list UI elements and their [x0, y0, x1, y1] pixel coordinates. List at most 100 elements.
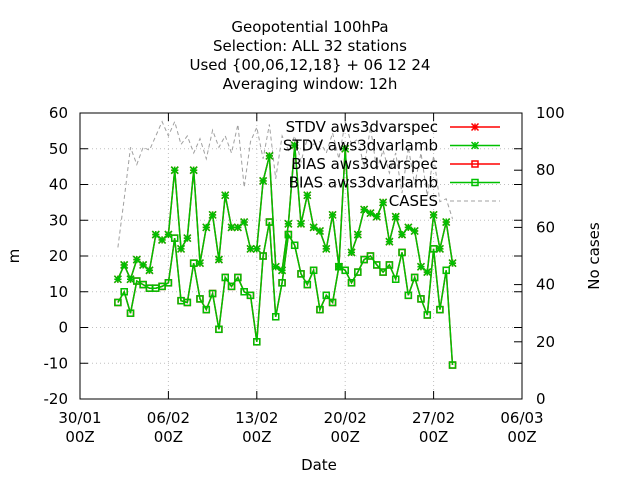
marker-stroke — [120, 260, 129, 269]
marker-stroke — [284, 219, 293, 228]
marker-stroke — [322, 244, 331, 253]
point-stdv-varlamb — [303, 191, 312, 200]
point-stdv-varlamb — [391, 212, 400, 221]
point-bias-varlamb — [189, 259, 198, 267]
marker-stroke — [315, 226, 324, 236]
point-stdv-varlamb — [410, 226, 419, 236]
marker-stroke — [221, 191, 230, 200]
point-stdv-varlamb — [183, 234, 192, 243]
title-line: Geopotential 100hPa — [231, 18, 388, 36]
marker-stroke — [158, 235, 167, 244]
point-stdv-varlamb — [315, 226, 324, 236]
marker-stroke — [170, 166, 179, 175]
point-bias-varlamb — [246, 291, 255, 300]
point-bias-varlamb — [265, 218, 274, 226]
point-stdv-varlamb — [448, 259, 457, 268]
point-bias-varlamb — [114, 298, 122, 307]
point-bias-varlamb — [259, 252, 267, 260]
point-stdv-varlamb — [429, 210, 438, 219]
point-stdv-varlamb — [202, 223, 211, 232]
legend-label: STDV aws3dvarspec — [286, 118, 438, 136]
point-stdv-varlamb — [278, 266, 287, 275]
title-line: Used {00,06,12,18} + 06 12 24 — [190, 56, 431, 74]
legend-label: BIAS aws3dvarlamb — [289, 174, 438, 192]
point-bias-varlamb — [271, 313, 280, 321]
legend-marker — [470, 122, 480, 132]
marker-stroke — [113, 275, 122, 284]
marker-stroke — [246, 244, 255, 253]
series-line-stdv-varlamb — [117, 145, 454, 282]
marker-stroke — [385, 237, 394, 246]
point-bias-varlamb — [354, 268, 362, 276]
point-bias-varlamb — [373, 261, 381, 269]
legend-marker — [470, 141, 480, 150]
point-stdv-varlamb — [309, 223, 318, 232]
marker-stroke — [271, 262, 280, 271]
marker-stroke — [290, 141, 299, 150]
point-bias-varlamb — [126, 309, 135, 317]
point-stdv-varlamb — [132, 255, 141, 264]
point-bias-varlamb — [341, 266, 349, 275]
point-stdv-varlamb — [423, 268, 432, 277]
point-bias-varlamb — [404, 291, 413, 300]
x-tick-label-date: 13/02 — [235, 409, 278, 427]
point-bias-varlamb — [379, 268, 387, 276]
point-bias-varlamb — [316, 305, 324, 314]
y2-tick-label: 20 — [536, 333, 555, 351]
marker-stroke — [423, 268, 432, 277]
marker-stroke — [139, 260, 148, 269]
point-stdv-varlamb — [271, 262, 280, 271]
point-stdv-varlamb — [322, 244, 331, 253]
x-tick-label-date: 27/02 — [412, 409, 455, 427]
marker-stroke — [410, 226, 419, 236]
marker-stroke — [132, 255, 141, 264]
legend-label: CASES — [389, 192, 438, 210]
point-bias-varlamb — [309, 266, 318, 275]
point-stdv-varlamb — [290, 141, 299, 150]
legend-marker — [471, 160, 479, 168]
point-stdv-varlamb — [347, 248, 356, 257]
marker-stroke — [208, 210, 217, 219]
marker-stroke — [435, 244, 444, 253]
point-bias-varlamb — [290, 241, 299, 250]
point-stdv-varlamb — [233, 223, 242, 232]
point-bias-varlamb — [448, 361, 457, 369]
x-tick-label-time: 00Z — [331, 428, 360, 446]
marker-stroke — [360, 205, 369, 214]
y-axis-left: -20 -10 0 10 20 30 40 50 60 — [44, 104, 522, 408]
x-tick-label-time: 00Z — [242, 428, 271, 446]
marker-stroke — [328, 210, 337, 219]
point-bias-varlamb — [417, 295, 425, 303]
point-stdv-varlamb — [145, 266, 154, 275]
marker-stroke — [227, 223, 236, 232]
point-bias-varlamb — [208, 289, 217, 298]
y2-tick-label: 100 — [536, 104, 565, 122]
point-bias-varlamb — [436, 305, 444, 314]
title-line: Averaging window: 12h — [223, 75, 398, 93]
point-stdv-varlamb — [240, 218, 249, 227]
point-stdv-varlamb — [227, 223, 236, 232]
marker-stroke — [372, 212, 381, 221]
y-tick-label: 50 — [49, 140, 68, 158]
marker-stroke — [470, 141, 480, 150]
point-bias-varlamb — [164, 279, 173, 287]
marker-stroke — [151, 230, 160, 239]
legend-label: BIAS aws3dvarspec — [291, 155, 438, 173]
legend-label: STDV aws3dvarlamb — [283, 137, 438, 155]
x-axis-label: Date — [301, 456, 337, 474]
point-stdv-varlamb — [120, 260, 129, 269]
point-stdv-varlamb — [397, 230, 407, 239]
marker-stroke — [404, 223, 413, 232]
point-bias-varlamb — [120, 288, 128, 296]
point-bias-varlamb — [410, 273, 419, 282]
marker-stroke — [259, 176, 268, 185]
point-stdv-varlamb — [284, 219, 293, 228]
point-stdv-varlamb — [246, 244, 255, 253]
series-layer — [113, 120, 457, 369]
point-stdv-varlamb — [404, 223, 413, 232]
point-bias-varlamb — [398, 248, 406, 257]
point-bias-varlamb — [215, 325, 223, 334]
point-bias-varlamb — [170, 234, 179, 242]
x-tick-label-date: 30/01 — [58, 409, 101, 427]
